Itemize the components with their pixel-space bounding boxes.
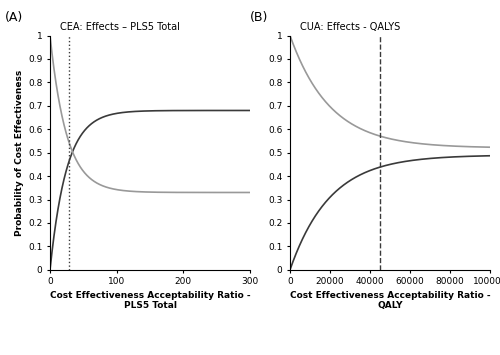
Y-axis label: Probability of Cost Effectiveness: Probability of Cost Effectiveness [15, 70, 24, 236]
Text: (B): (B) [250, 11, 268, 24]
Text: CEA: Effects – PLS5 Total: CEA: Effects – PLS5 Total [60, 22, 180, 32]
Text: CUA: Effects - QALYS: CUA: Effects - QALYS [300, 22, 400, 32]
X-axis label: Cost Effectiveness Acceptability Ratio -
QALY: Cost Effectiveness Acceptability Ratio -… [290, 291, 490, 310]
Text: (A): (A) [5, 11, 23, 24]
X-axis label: Cost Effectiveness Acceptability Ratio -
PLS5 Total: Cost Effectiveness Acceptability Ratio -… [50, 291, 250, 310]
